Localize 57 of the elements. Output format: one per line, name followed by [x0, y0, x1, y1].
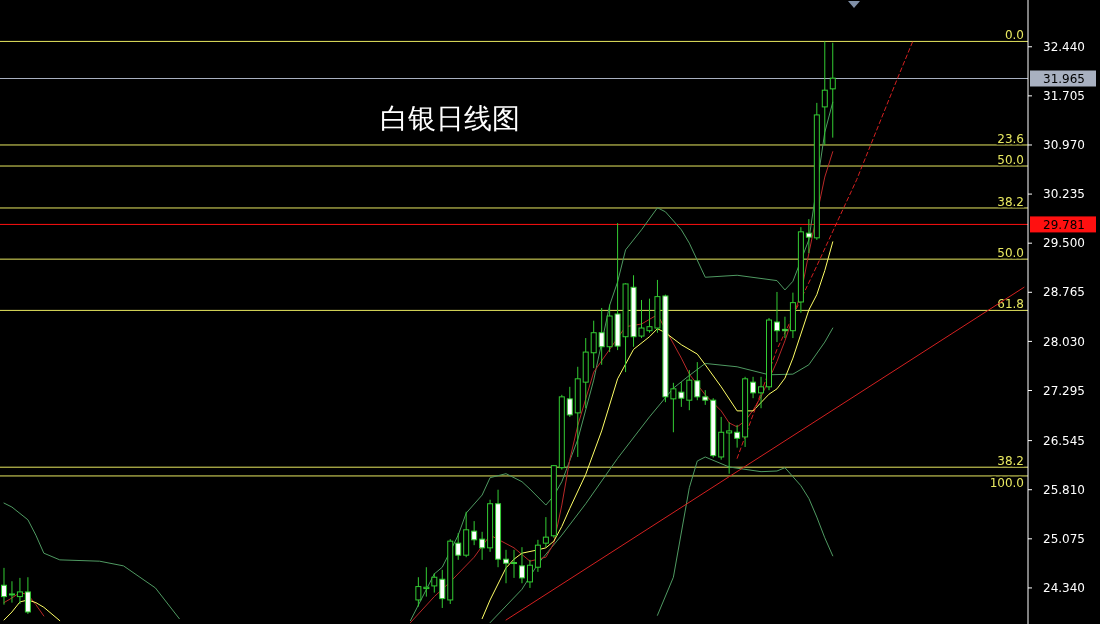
- y-tick-label: 31.705: [1043, 89, 1085, 104]
- candlestick: [566, 386, 573, 418]
- y-tick-label: 30.970: [1043, 138, 1085, 153]
- line-series: [656, 456, 834, 616]
- annotation: 38.2: [997, 194, 1024, 209]
- candlestick: [16, 577, 23, 605]
- y-tick-label: 25.810: [1043, 482, 1085, 497]
- y-tick-label: 28.765: [1043, 285, 1085, 300]
- candlestick: [503, 549, 510, 584]
- candlestick: [781, 316, 788, 339]
- candlestick: [750, 376, 757, 399]
- y-tick-label: 28.030: [1043, 334, 1085, 349]
- y-tick-label: 24.340: [1043, 581, 1085, 596]
- candlestick: [590, 320, 597, 369]
- annotation: 61.8: [997, 297, 1024, 312]
- annotation: 38.2: [997, 454, 1024, 469]
- candlestick: [821, 40, 828, 146]
- annotation: 23.6: [997, 131, 1024, 146]
- y-tick-label: 29.500: [1043, 236, 1085, 251]
- candlestick: [758, 376, 765, 409]
- y-tick-label: 30.235: [1043, 187, 1085, 202]
- line-series: [3, 502, 180, 620]
- candlestick: [829, 42, 836, 139]
- text: 白银日线图: [380, 102, 520, 135]
- annotation: 50.0: [997, 153, 1024, 168]
- candlestick: [8, 580, 15, 604]
- line-series: [736, 41, 913, 459]
- candlestick: [542, 516, 549, 548]
- candlestick: [479, 531, 486, 561]
- candlestick: [24, 576, 31, 615]
- annotation: 100.0: [989, 475, 1024, 490]
- candlestick: [694, 361, 701, 401]
- candlestick: [471, 520, 478, 546]
- line-series: [481, 241, 834, 620]
- annotation: 50.0: [997, 246, 1024, 261]
- candlestick: [686, 369, 693, 411]
- candlestick: [526, 559, 533, 589]
- ref-line-label: 31.965: [1043, 71, 1085, 86]
- candlestick: [773, 291, 780, 343]
- line-series: [3, 592, 45, 617]
- line-series: [489, 327, 834, 624]
- candlestick: [0, 567, 7, 606]
- candlestick: [534, 539, 541, 573]
- y-tick-label: 27.295: [1043, 383, 1085, 398]
- annotation: 0.0: [1004, 28, 1024, 43]
- y-tick-label: 26.545: [1043, 433, 1085, 448]
- y-tick-label: 25.075: [1043, 532, 1085, 547]
- candlestick: [431, 572, 438, 594]
- candlestick: [511, 549, 517, 579]
- candlestick: [518, 546, 525, 584]
- candlestick: [734, 424, 741, 449]
- candlestick: [726, 421, 733, 475]
- ref-line-label: 29.781: [1043, 217, 1085, 232]
- y-tick-label: 32.440: [1043, 39, 1085, 54]
- candlestick: [805, 218, 812, 254]
- candlestick: [439, 569, 446, 609]
- candlestick: [455, 532, 462, 561]
